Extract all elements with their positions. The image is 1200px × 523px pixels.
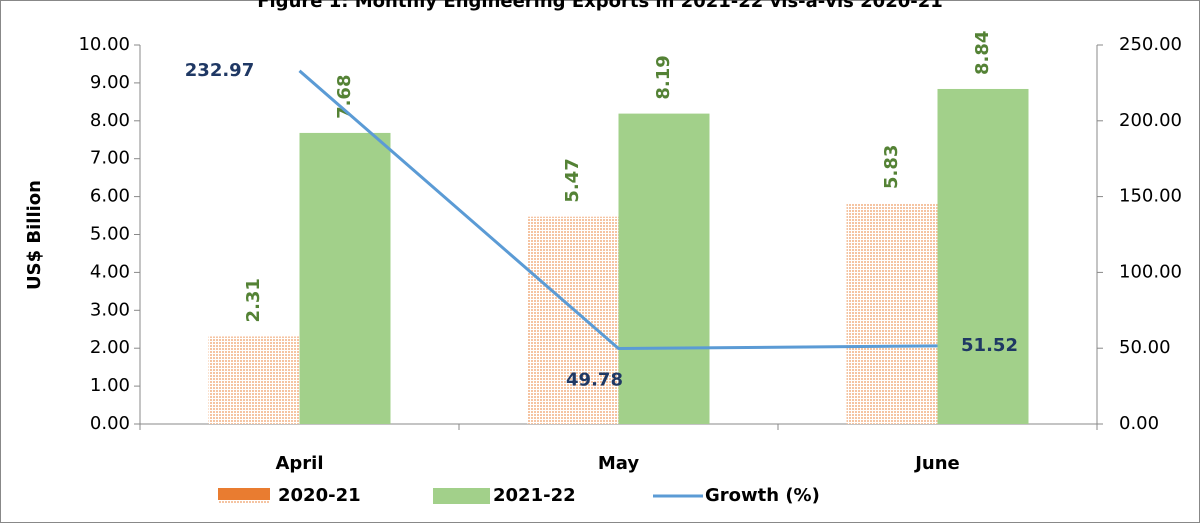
legend-label: Growth (%): [705, 485, 820, 506]
x-tick-label: May: [598, 453, 640, 474]
bar-value-label: 5.47: [562, 158, 583, 202]
legend-label: 2020-21: [278, 485, 361, 506]
legend-swatch: [433, 488, 490, 504]
y-tick-label: 10.00: [78, 34, 130, 55]
y2-tick-label: 50.00: [1119, 337, 1171, 358]
y2-tick-label: 100.00: [1119, 261, 1182, 282]
bar: [208, 336, 300, 424]
bar-value-label: 2.31: [243, 278, 264, 322]
bar: [618, 113, 710, 424]
bar-value-label: 8.84: [972, 31, 993, 75]
x-tick-label: June: [913, 453, 960, 474]
y-tick-label: 3.00: [90, 299, 130, 320]
line-value-label: 232.97: [185, 60, 254, 81]
bar-value-label: 7.68: [334, 75, 355, 119]
legend-label: 2021-22: [493, 485, 576, 506]
y-axis-title: US$ Billion: [24, 180, 45, 290]
y-tick-label: 2.00: [90, 337, 130, 358]
bar-value-label: 8.19: [653, 55, 674, 99]
y2-tick-label: 200.00: [1119, 110, 1182, 131]
line-value-label: 51.52: [961, 335, 1018, 356]
y2-tick-label: 0.00: [1119, 413, 1159, 434]
y-tick-label: 8.00: [90, 110, 130, 131]
bar: [937, 88, 1029, 425]
y-tick-label: 7.00: [90, 148, 130, 169]
legend-swatch-dots: [218, 500, 270, 504]
y-tick-label: 6.00: [90, 186, 130, 207]
line: [298, 69, 938, 351]
y-tick-label: 9.00: [90, 72, 130, 93]
bar: [846, 203, 938, 424]
y-tick-label: 5.00: [90, 224, 130, 245]
y-tick-label: 0.00: [90, 413, 130, 434]
bar: [527, 216, 619, 424]
x-tick-label: April: [275, 453, 323, 474]
bar: [299, 132, 391, 425]
y2-tick-label: 250.00: [1119, 34, 1182, 55]
line-value-label: 49.78: [566, 370, 623, 391]
chart-title: Figure 1: Monthly Engineering Exports in…: [257, 0, 943, 12]
y2-tick-label: 150.00: [1119, 186, 1182, 207]
bar-value-label: 5.83: [881, 145, 902, 189]
y-tick-label: 4.00: [90, 261, 130, 282]
y-tick-label: 1.00: [90, 375, 130, 396]
